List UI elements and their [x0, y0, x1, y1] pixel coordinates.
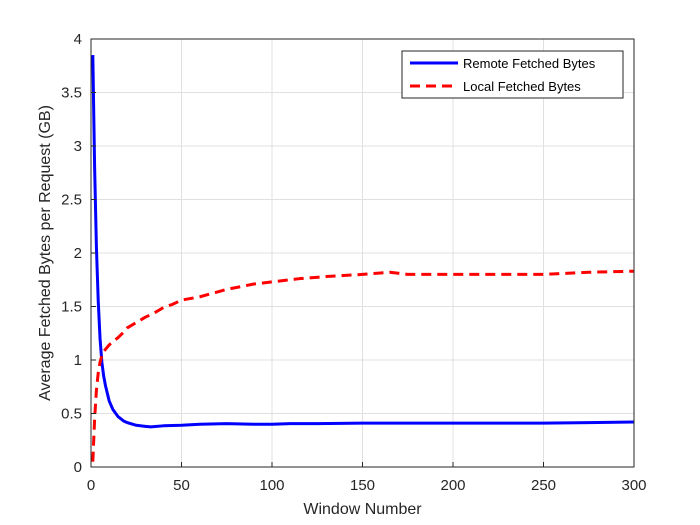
- y-tick-label: 4: [74, 31, 82, 48]
- legend-label-local: Local Fetched Bytes: [463, 79, 581, 94]
- x-tick-label: 150: [350, 477, 375, 494]
- y-tick-label: 2.5: [61, 192, 82, 209]
- y-tick-label: 0: [74, 459, 82, 476]
- legend-label-remote: Remote Fetched Bytes: [463, 56, 596, 71]
- x-tick-label: 0: [87, 477, 95, 494]
- legend: Remote Fetched Bytes Local Fetched Bytes: [401, 50, 624, 99]
- series-layer: [91, 55, 635, 462]
- y-tick-label: 3: [74, 138, 82, 155]
- x-axis-label: Window Number: [303, 501, 422, 518]
- legend-box: [401, 50, 624, 99]
- y-tick-label: 1.5: [61, 299, 82, 316]
- y-tick-label: 1: [74, 352, 82, 369]
- series-line-remote: [91, 55, 635, 429]
- tick-labels: 0 50 100 150 200 250 300 0 0.5 1 1.5 2 2.5 3 3.5 4: [61, 31, 646, 494]
- y-axis-label: Average Fetched Bytes per Request (GB): [37, 105, 54, 401]
- tick-marks: [90, 38, 635, 468]
- x-tick-label: 200: [440, 477, 465, 494]
- x-tick-label: 250: [531, 477, 556, 494]
- grid-lines: [91, 39, 634, 467]
- y-tick-label: 2: [74, 245, 82, 262]
- x-tick-label: 100: [259, 477, 284, 494]
- x-tick-label: 50: [173, 477, 190, 494]
- y-tick-label: 3.5: [61, 85, 82, 102]
- x-tick-label: 300: [621, 477, 646, 494]
- y-tick-label: 0.5: [61, 406, 82, 423]
